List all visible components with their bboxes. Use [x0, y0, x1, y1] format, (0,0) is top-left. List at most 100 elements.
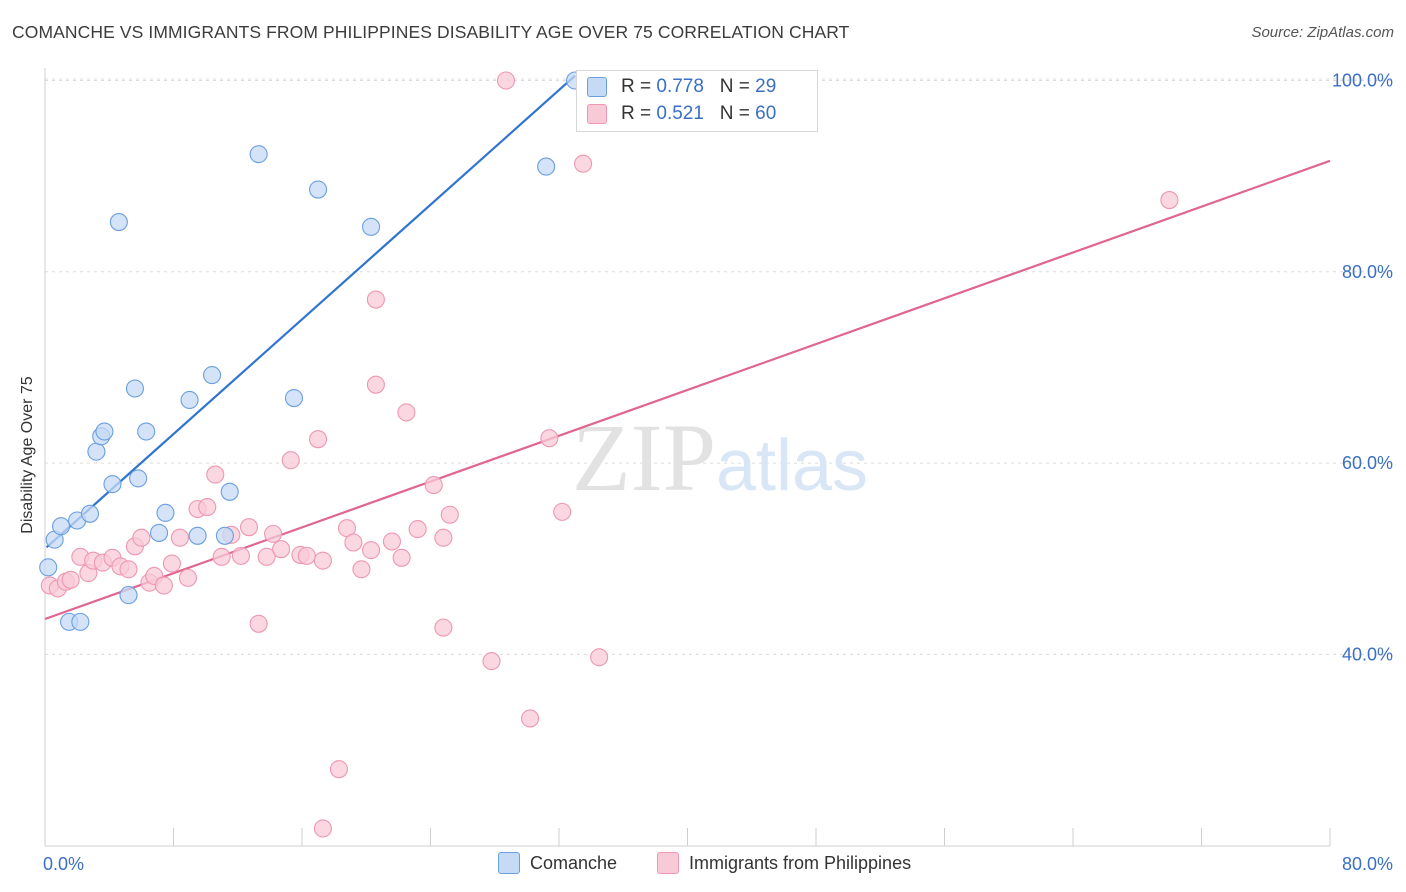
point-comanche [95, 422, 114, 441]
legend-n-value: 60 [755, 103, 777, 124]
point-philippines [132, 528, 151, 547]
legend-r-label: R = [621, 103, 652, 124]
point-philippines [482, 652, 501, 671]
series-legend: Comanche Immigrants from Philippines [0, 852, 1406, 878]
trend-lines [44, 74, 1331, 621]
point-philippines [272, 540, 291, 559]
legend-swatch-comanche [498, 852, 520, 874]
axes [44, 68, 1331, 847]
trend-line-philippines [44, 159, 1331, 621]
point-comanche [109, 213, 128, 232]
legend-n-value: 29 [755, 76, 777, 97]
y-tick-label: 40.0% [1342, 644, 1393, 664]
point-philippines [434, 528, 453, 547]
point-philippines [366, 375, 385, 394]
point-philippines [434, 618, 453, 637]
point-comanche [309, 180, 328, 199]
point-philippines [574, 154, 593, 173]
stats-legend: R = 0.778 N = 29 R = 0.521 N = 60 [576, 70, 818, 132]
data-points [39, 71, 1179, 838]
point-comanche [203, 366, 222, 385]
point-comanche [80, 504, 100, 523]
legend-swatch-philippines [587, 104, 607, 124]
point-comanche [188, 526, 207, 545]
chart-title: COMANCHE VS IMMIGRANTS FROM PHILIPPINES … [12, 22, 850, 42]
watermark: ZIPatlas [572, 404, 868, 511]
point-philippines [366, 290, 385, 309]
point-comanche [362, 217, 381, 236]
watermark-zip: ZIP [572, 404, 716, 511]
legend-n-label: N = [719, 76, 750, 97]
x-tick-label: 0.0% [43, 854, 84, 874]
point-philippines [1160, 191, 1179, 210]
point-comanche [129, 469, 148, 488]
point-comanche [119, 586, 138, 605]
point-philippines [362, 541, 381, 560]
point-philippines [424, 476, 443, 495]
legend-r-label: R = [621, 76, 652, 97]
point-philippines [154, 576, 173, 595]
point-philippines [170, 528, 189, 547]
legend-n-label: N = [719, 103, 750, 124]
point-comanche [220, 482, 239, 501]
point-philippines [590, 648, 609, 667]
legend-r-value: 0.521 [656, 103, 704, 124]
point-comanche [180, 390, 199, 410]
point-comanche [215, 526, 234, 545]
legend-swatch-comanche [587, 77, 607, 97]
point-philippines [206, 465, 225, 484]
legend-swatch-philippines [657, 852, 679, 874]
legend-label-comanche: Comanche [530, 852, 618, 873]
point-comanche [249, 145, 268, 164]
point-philippines [352, 560, 371, 579]
point-philippines [61, 570, 80, 589]
point-philippines [496, 71, 516, 90]
point-comanche [537, 157, 556, 176]
point-philippines [397, 403, 416, 422]
point-philippines [119, 560, 138, 579]
point-comanche [149, 523, 169, 542]
point-philippines [212, 547, 231, 566]
point-philippines [309, 430, 328, 449]
point-philippines [408, 520, 427, 539]
y-tick-label: 100.0% [1332, 71, 1393, 91]
point-comanche [71, 612, 90, 631]
point-philippines [440, 505, 459, 524]
point-philippines [162, 554, 181, 573]
legend-row-philippines: R = 0.521 N = 60 [587, 102, 776, 126]
legend-item-comanche: Comanche [498, 852, 617, 874]
point-comanche [52, 517, 71, 536]
legend-row-comanche: R = 0.778 N = 29 [587, 75, 776, 99]
point-philippines [329, 760, 348, 779]
point-philippines [382, 532, 402, 551]
point-philippines [313, 819, 332, 838]
point-philippines [344, 533, 363, 552]
point-philippines [297, 546, 316, 565]
y-tick-label: 60.0% [1342, 453, 1393, 473]
point-philippines [313, 551, 332, 570]
point-philippines [249, 614, 268, 633]
point-comanche [39, 558, 58, 577]
point-comanche [87, 442, 106, 461]
trend-line-comanche [45, 74, 576, 549]
point-comanche [137, 422, 156, 441]
point-comanche [284, 389, 304, 408]
point-philippines [239, 518, 259, 537]
point-comanche [103, 475, 122, 494]
point-philippines [540, 429, 559, 448]
point-philippines [521, 709, 540, 728]
tick-labels: 40.0% 60.0% 80.0% 100.0% 0.0% 80.0% [43, 71, 1393, 875]
point-philippines [178, 568, 198, 587]
point-comanche [156, 503, 175, 522]
point-philippines [281, 451, 300, 470]
y-tick-label: 80.0% [1342, 262, 1393, 282]
source-label: Source: ZipAtlas.com [1251, 24, 1394, 41]
legend-label-philippines: Immigrants from Philippines [689, 852, 912, 873]
point-philippines [257, 547, 276, 566]
legend-item-philippines: Immigrants from Philippines [657, 852, 911, 874]
point-philippines [264, 524, 283, 543]
point-comanche [125, 379, 144, 398]
legend-r-value: 0.778 [656, 76, 704, 97]
watermark-atlas: atlas [716, 426, 868, 506]
